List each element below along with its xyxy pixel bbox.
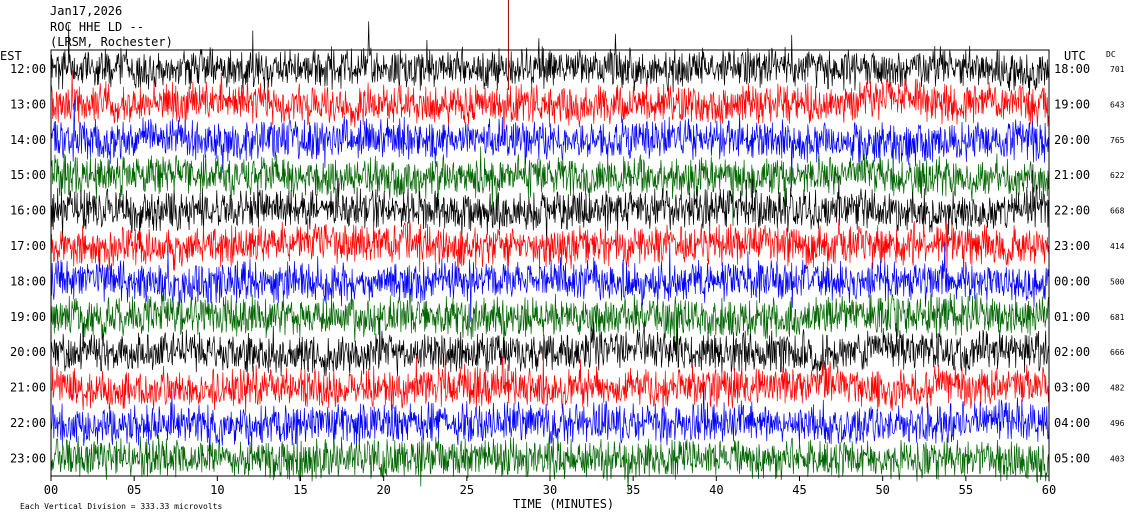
x-tick-label: 45	[792, 483, 806, 497]
utc-hour-labels: 18:00 19:00 20:00 21:00 22:00 23:00 00:00 01:00…	[1054, 62, 1090, 465]
header-station: ROC HHE LD --	[50, 20, 144, 34]
utc-label: 18:00	[1054, 62, 1090, 76]
x-tick-label: 15	[293, 483, 307, 497]
utc-label: 04:00	[1054, 416, 1090, 430]
x-tick-label: 50	[875, 483, 889, 497]
est-label: 23:00	[10, 451, 46, 465]
utc-label: 21:00	[1054, 168, 1090, 182]
right-axis-label: UTC	[1064, 49, 1086, 63]
x-axis-ticks: 00 05 10 15 20 25 30 35 40 45 50 55 60	[44, 476, 1056, 497]
x-tick-label: 30	[543, 483, 557, 497]
dc-label: DC	[1106, 50, 1116, 59]
utc-label: 00:00	[1054, 274, 1090, 288]
x-tick-label: 25	[460, 483, 474, 497]
x-tick-label: 10	[210, 483, 224, 497]
dc-value: 622	[1110, 171, 1125, 180]
trace-5	[50, 218, 1050, 286]
est-label: 20:00	[10, 345, 46, 359]
trace-3	[50, 146, 1050, 227]
trace-4	[50, 164, 1050, 251]
utc-label: 22:00	[1054, 204, 1090, 218]
est-hour-labels: 12:00 13:00 14:00 15:00 16:00 17:00 18:00 19:00…	[10, 62, 46, 465]
x-tick-label: 60	[1042, 483, 1056, 497]
est-label: 14:00	[10, 133, 46, 147]
utc-label: 05:00	[1054, 451, 1090, 465]
x-tick-label: 20	[376, 483, 390, 497]
utc-label: 03:00	[1054, 381, 1090, 395]
trace-8	[50, 316, 1050, 377]
x-axis-title: TIME (MINUTES)	[513, 497, 614, 511]
utc-label: 01:00	[1054, 310, 1090, 324]
dc-values: 701 643 765 622 668 414 500 681 666 482 496 403	[1110, 65, 1125, 463]
trace-6	[50, 241, 1050, 323]
dc-value: 403	[1110, 454, 1125, 463]
seismic-traces	[50, 0, 1050, 492]
footer-note: Each Vertical Division = 333.33 microvol…	[20, 502, 222, 511]
dc-value: 496	[1110, 419, 1125, 428]
est-label: 15:00	[10, 168, 46, 182]
x-tick-label: 40	[709, 483, 723, 497]
trace-10	[50, 381, 1050, 459]
est-label: 18:00	[10, 274, 46, 288]
dc-value: 701	[1110, 65, 1125, 74]
est-label: 16:00	[10, 204, 46, 218]
trace-7	[50, 290, 1050, 352]
left-axis-label: EST	[0, 49, 22, 63]
x-tick-label: 35	[626, 483, 640, 497]
dc-value: 500	[1110, 277, 1125, 286]
est-label: 17:00	[10, 239, 46, 253]
dc-value: 668	[1110, 207, 1125, 216]
est-label: 13:00	[10, 97, 46, 111]
x-tick-label: 05	[127, 483, 141, 497]
utc-label: 02:00	[1054, 345, 1090, 359]
utc-label: 20:00	[1054, 133, 1090, 147]
dc-value: 681	[1110, 313, 1125, 322]
x-tick-label: 00	[44, 483, 58, 497]
utc-label: 23:00	[1054, 239, 1090, 253]
trace-2	[50, 100, 1050, 188]
trace-0	[50, 21, 1050, 96]
x-tick-label: 55	[959, 483, 973, 497]
dc-value: 666	[1110, 348, 1125, 357]
header-location: (LRSM, Rochester)	[50, 35, 173, 49]
header-date: Jan17,2026	[50, 4, 122, 18]
est-label: 21:00	[10, 381, 46, 395]
utc-label: 19:00	[1054, 97, 1090, 111]
dc-value: 414	[1110, 242, 1125, 251]
trace-1	[50, 70, 1050, 141]
dc-value: 643	[1110, 100, 1125, 109]
dc-value: 482	[1110, 384, 1125, 393]
dc-value: 765	[1110, 136, 1125, 145]
est-label: 12:00	[10, 62, 46, 76]
est-label: 19:00	[10, 310, 46, 324]
est-label: 22:00	[10, 416, 46, 430]
trace-9	[50, 347, 1050, 416]
